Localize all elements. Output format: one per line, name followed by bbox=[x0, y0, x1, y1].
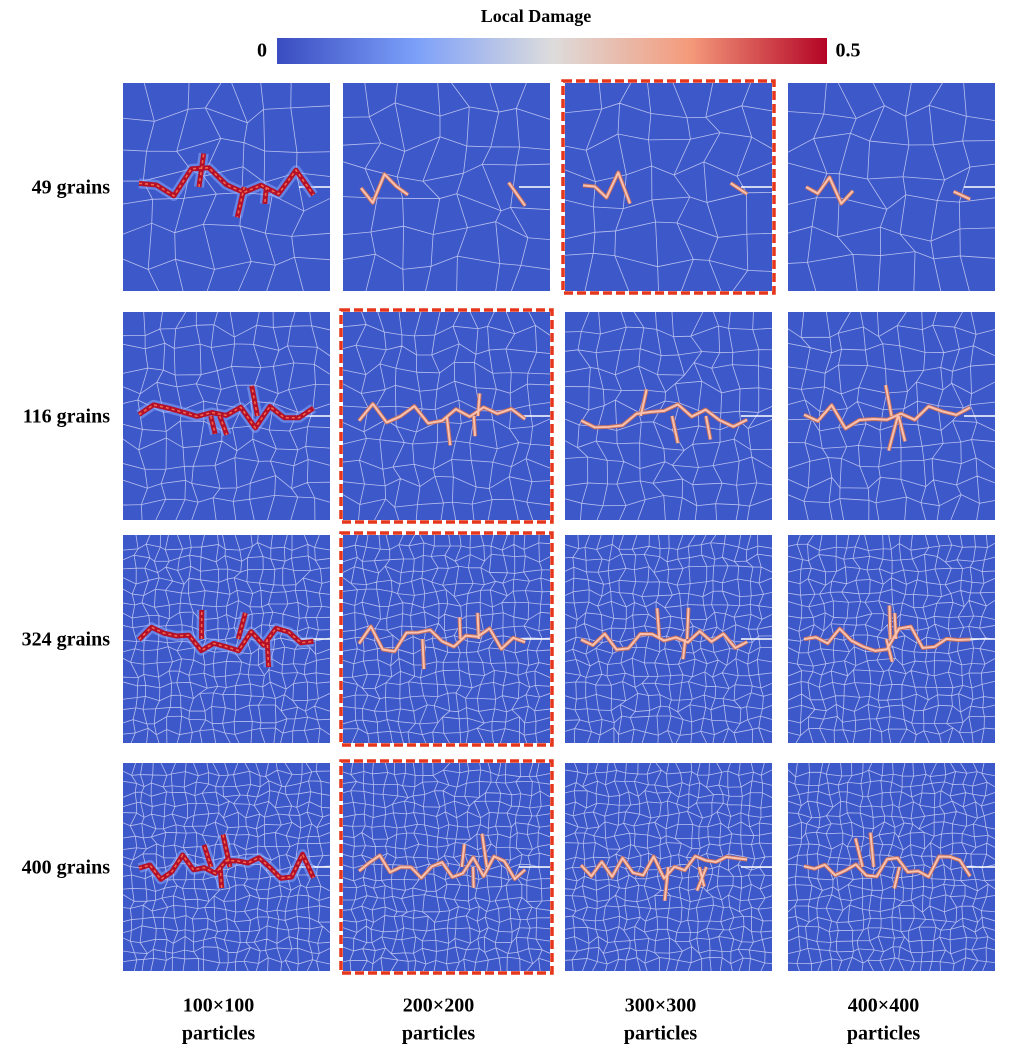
crack-core bbox=[805, 176, 971, 205]
grain-boundaries bbox=[787, 762, 996, 972]
grain-boundaries bbox=[342, 311, 551, 521]
crack-core bbox=[138, 609, 314, 668]
grain-boundaries bbox=[342, 82, 551, 292]
crack-core bbox=[582, 171, 748, 204]
colorbar bbox=[277, 38, 827, 64]
crack-core bbox=[360, 173, 526, 207]
column-size: 200×200 bbox=[403, 995, 474, 1017]
grain-boundaries bbox=[787, 82, 996, 292]
panel bbox=[342, 82, 551, 292]
panel bbox=[122, 311, 331, 521]
column-unit: particles bbox=[847, 1023, 921, 1045]
row-label: 400 grains bbox=[22, 857, 111, 879]
colorbar-min: 0 bbox=[257, 40, 267, 62]
highlight-frame bbox=[339, 759, 554, 975]
crack-core bbox=[803, 832, 972, 889]
grain-boundaries bbox=[564, 311, 773, 521]
panel bbox=[122, 82, 331, 292]
panel bbox=[787, 311, 996, 521]
panel bbox=[339, 759, 554, 975]
crack-core bbox=[580, 607, 748, 660]
panel bbox=[787, 534, 996, 744]
crack-core bbox=[580, 389, 748, 444]
highlight-frame bbox=[561, 79, 776, 295]
crack-core bbox=[358, 612, 526, 670]
panel bbox=[122, 534, 331, 744]
panel bbox=[122, 762, 331, 972]
panel bbox=[339, 531, 554, 747]
grain-boundaries bbox=[342, 534, 551, 744]
panel bbox=[787, 762, 996, 972]
crack-core bbox=[580, 855, 748, 901]
crack-core bbox=[358, 393, 526, 446]
crack-core bbox=[358, 833, 526, 888]
grain-boundaries bbox=[564, 762, 773, 972]
column-unit: particles bbox=[624, 1023, 698, 1045]
column-unit: particles bbox=[402, 1023, 476, 1045]
crack-core bbox=[803, 605, 971, 663]
highlight-frame bbox=[339, 531, 554, 747]
crack-core bbox=[138, 385, 314, 436]
colorbar-title: Local Damage bbox=[481, 6, 591, 26]
grain-boundaries bbox=[122, 82, 331, 292]
panel bbox=[564, 762, 773, 972]
crack-core bbox=[138, 834, 315, 889]
panel bbox=[339, 308, 554, 524]
highlight-frame bbox=[339, 308, 554, 524]
grain-boundaries bbox=[564, 82, 773, 292]
row-label: 116 grains bbox=[23, 406, 110, 428]
colorbar-max: 0.5 bbox=[836, 40, 861, 62]
column-unit: particles bbox=[182, 1023, 256, 1045]
crack-core bbox=[803, 384, 971, 451]
panel bbox=[564, 311, 773, 521]
grain-boundaries bbox=[564, 534, 773, 744]
column-size: 100×100 bbox=[183, 995, 254, 1017]
panel bbox=[787, 82, 996, 292]
row-label: 324 grains bbox=[22, 629, 111, 651]
panel-grid bbox=[122, 79, 996, 975]
crack bbox=[138, 153, 316, 218]
column-size: 400×400 bbox=[848, 995, 919, 1017]
column-size: 300×300 bbox=[625, 995, 696, 1017]
panel bbox=[564, 534, 773, 744]
grain-boundaries bbox=[122, 762, 331, 972]
row-label: 49 grains bbox=[32, 177, 111, 199]
panel bbox=[561, 79, 776, 295]
